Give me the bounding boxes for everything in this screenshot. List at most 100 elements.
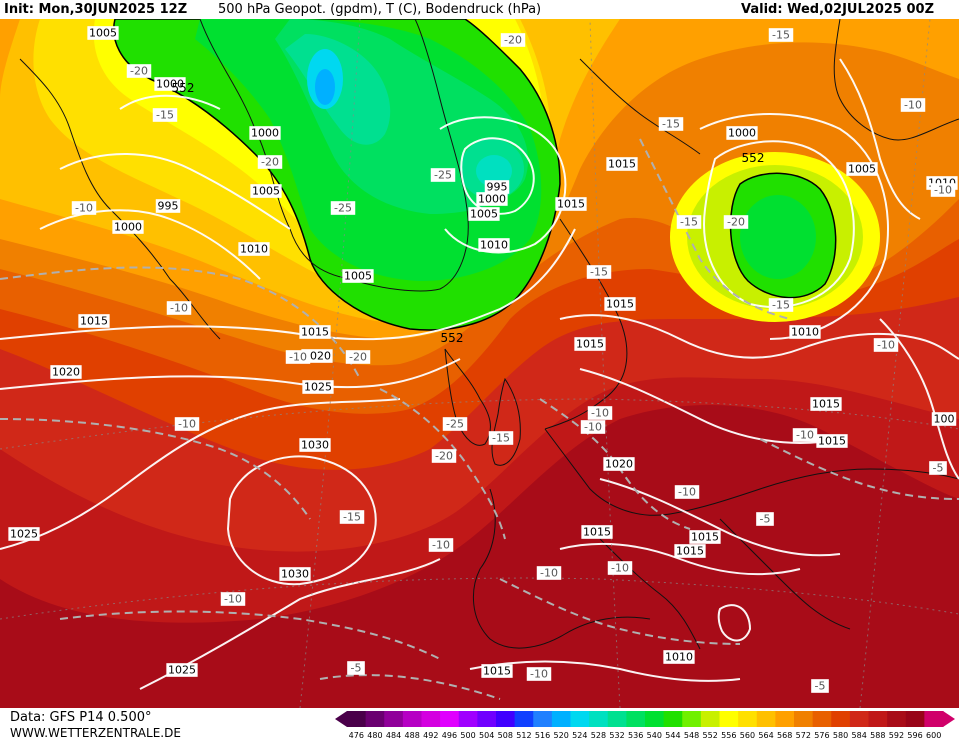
pressure-label-text: 1015 [80, 315, 108, 328]
legend-tick-label: 480 [367, 731, 382, 740]
pressure-label: 1000 [154, 77, 186, 91]
temperature-label-text: -15 [772, 299, 790, 312]
temperature-label: -15 [488, 431, 514, 445]
legend-tick-label: 560 [740, 731, 755, 740]
temperature-label-bg [811, 679, 829, 693]
temperature-label-text: -20 [261, 156, 279, 169]
temperature-label: -20 [500, 33, 526, 47]
geopotential-label: 552 [441, 331, 464, 345]
legend-swatch [533, 711, 553, 727]
pressure-label: 1015 [581, 525, 613, 539]
temperature-label-bg [166, 301, 192, 315]
temperature-label: -15 [676, 215, 702, 229]
temperature-label: -15 [658, 117, 684, 131]
geopotential-label: 552 [172, 81, 195, 95]
field-blob-532 [476, 155, 512, 187]
temperature-label-bg [71, 201, 97, 215]
legend-swatch [589, 711, 609, 727]
pressure-label: 1005 [250, 184, 282, 198]
pressure-label-bg [689, 530, 721, 544]
temperature-label-text: -5 [815, 680, 826, 693]
legend-swatch [663, 711, 683, 727]
temperature-label: -5 [347, 661, 365, 675]
legend-swatch [682, 711, 702, 727]
temperature-label-bg [152, 108, 178, 122]
pressure-label-bg [789, 325, 821, 339]
temperature-label: -20 [431, 449, 457, 463]
temperature-label-text: -10 [540, 567, 558, 580]
legend-swatch [365, 711, 385, 727]
pressure-label-text: 1015 [576, 338, 604, 351]
temperature-label: -10 [873, 338, 899, 352]
pressure-label-bg [476, 192, 508, 206]
map-area: 1005100010001005995100010101005995100010… [0, 19, 959, 708]
pressure-label-bg [238, 242, 270, 256]
pressure-label-text: 1030 [301, 439, 329, 452]
legend-tick-label: 496 [442, 731, 457, 740]
pressure-label-text: 1005 [344, 270, 372, 283]
pressure-label: 1025 [8, 527, 40, 541]
legend-tick-label: 484 [386, 731, 401, 740]
pressure-label-text: 1015 [557, 198, 585, 211]
legend-swatch [905, 711, 925, 727]
temperature-label-text: -5 [760, 513, 771, 526]
temperature-label-bg [536, 566, 562, 580]
pressure-label-text: 1005 [89, 27, 117, 40]
temperature-label-text: -15 [156, 109, 174, 122]
pressure-label-text: 1015 [812, 398, 840, 411]
temperature-label-bg [607, 561, 633, 575]
temperature-label: -10 [526, 667, 552, 681]
temperature-label: -10 [587, 406, 613, 420]
pressure-label-text: 1025 [10, 528, 38, 541]
pressure-label-bg [603, 457, 635, 471]
legend-tick-label: 568 [777, 731, 792, 740]
legend-swatch [514, 711, 534, 727]
temperature-label-bg [586, 265, 612, 279]
legend-swatch [477, 711, 497, 727]
pressure-label: 1015 [810, 397, 842, 411]
temperature-label-text: -25 [434, 169, 452, 182]
temperature-label-bg [126, 64, 152, 78]
pressure-label-text: 1005 [470, 208, 498, 221]
pressure-label: 1015 [481, 664, 513, 678]
pressure-label-text: 1015 [301, 326, 329, 339]
coastlines [19, 19, 959, 650]
geopotential-label-text: 552 [441, 331, 464, 345]
legend-tick-label: 596 [907, 731, 922, 740]
temperature-label-bg [347, 661, 365, 675]
temperature-label-bg [674, 485, 700, 499]
pressure-label-text: 1010 [791, 326, 819, 339]
geopotential-label-text: 552 [172, 81, 195, 95]
website-label: WWW.WETTERZENTRALE.DE [10, 726, 181, 740]
legend-tick-label: 588 [870, 731, 885, 740]
pressure-label-bg [78, 314, 110, 328]
isobars [0, 58, 959, 690]
legend-tick-label: 488 [405, 731, 420, 740]
pressure-label-text: 1000 [251, 127, 279, 140]
pressure-label-bg [484, 180, 510, 194]
legend-arrow-left [335, 711, 347, 727]
legend-tick-label: 516 [535, 731, 550, 740]
pressure-label: 1000 [249, 126, 281, 140]
legend-tick-label: 540 [647, 731, 662, 740]
legend-swatch [868, 711, 888, 727]
pressure-label-bg [481, 664, 513, 678]
legend-swatch [812, 711, 832, 727]
pressure-label-bg [555, 197, 587, 211]
temperature-label: -10 [428, 538, 454, 552]
isotherms [0, 138, 959, 700]
pressure-label-text: 1015 [606, 298, 634, 311]
temperature-label-text: -25 [334, 202, 352, 215]
pressure-label-text: 1005 [848, 163, 876, 176]
pressure-label: 1030 [279, 567, 311, 581]
legend-swatch [887, 711, 907, 727]
legend-swatch [570, 711, 590, 727]
temperature-label-bg [873, 338, 899, 352]
legend-swatch [924, 711, 944, 727]
legend-swatch [645, 711, 665, 727]
pressure-label-text: 1000 [156, 78, 184, 91]
temperature-label: -25 [442, 417, 468, 431]
pressure-label-text: 995 [158, 200, 179, 213]
pressure-label-text: 1010 [665, 651, 693, 664]
pressure-label: 1025 [166, 663, 198, 677]
